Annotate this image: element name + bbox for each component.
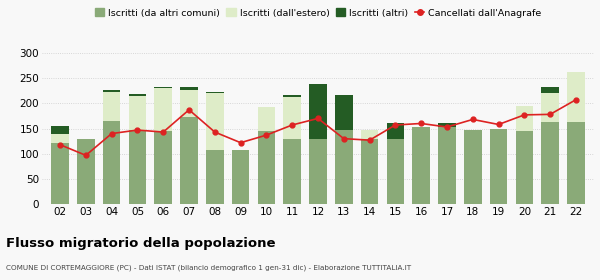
Bar — [464, 130, 482, 204]
Bar — [386, 139, 404, 204]
Bar — [335, 130, 353, 204]
Bar — [515, 131, 533, 204]
Bar — [103, 121, 121, 204]
Bar — [51, 126, 69, 134]
Bar — [283, 97, 301, 139]
Bar — [257, 107, 275, 131]
Bar — [335, 95, 353, 130]
Bar — [154, 131, 172, 204]
Bar — [154, 87, 172, 88]
Bar — [128, 94, 146, 96]
Bar — [567, 73, 585, 122]
Bar — [438, 127, 456, 204]
Text: Flusso migratorio della popolazione: Flusso migratorio della popolazione — [6, 237, 275, 249]
Bar — [103, 92, 121, 121]
Bar — [103, 90, 121, 92]
Bar — [154, 88, 172, 131]
Bar — [180, 117, 198, 204]
Bar — [386, 123, 404, 139]
Bar — [77, 139, 95, 204]
Bar — [283, 139, 301, 204]
Bar — [180, 90, 198, 117]
Bar — [541, 122, 559, 204]
Bar — [567, 122, 585, 204]
Bar — [206, 92, 224, 93]
Bar — [541, 93, 559, 122]
Bar — [283, 95, 301, 97]
Bar — [206, 150, 224, 204]
Bar — [361, 130, 379, 139]
Bar — [232, 150, 250, 204]
Bar — [257, 131, 275, 204]
Legend: Iscritti (da altri comuni), Iscritti (dall'estero), Iscritti (altri), Cancellati: Iscritti (da altri comuni), Iscritti (da… — [95, 8, 541, 18]
Bar — [51, 134, 69, 143]
Bar — [515, 106, 533, 131]
Bar — [180, 87, 198, 90]
Bar — [490, 129, 508, 204]
Bar — [128, 96, 146, 130]
Bar — [309, 139, 327, 204]
Bar — [412, 127, 430, 204]
Bar — [51, 143, 69, 204]
Bar — [438, 123, 456, 127]
Bar — [361, 139, 379, 204]
Text: COMUNE DI CORTEMAGGIORE (PC) - Dati ISTAT (bilancio demografico 1 gen-31 dic) - : COMUNE DI CORTEMAGGIORE (PC) - Dati ISTA… — [6, 265, 411, 271]
Bar — [206, 93, 224, 150]
Bar — [128, 130, 146, 204]
Bar — [309, 84, 327, 139]
Bar — [541, 87, 559, 93]
